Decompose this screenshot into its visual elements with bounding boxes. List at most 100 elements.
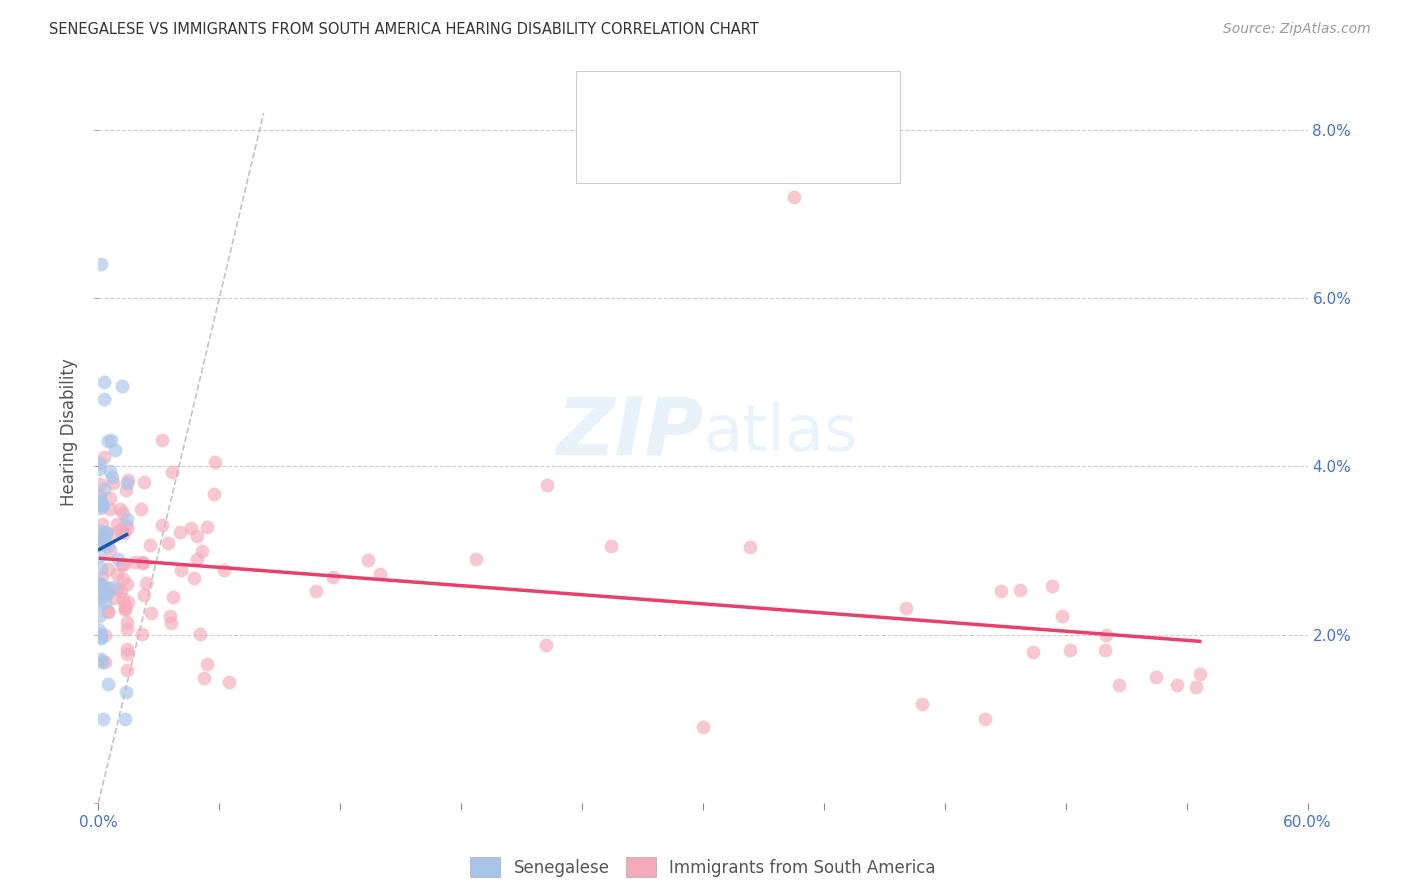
Point [90,529,112,543]
Point [90,494,112,508]
Point [89,456,111,470]
Point [94,655,117,669]
Point [97,605,120,619]
Point [101,580,124,594]
Point [129,502,152,516]
Point [94,526,117,541]
Point [93,375,115,389]
Point [103,591,125,605]
Point [896,600,918,615]
Point [131,555,153,569]
Point [134,588,156,602]
Point [89,587,111,601]
Point [115,577,138,591]
Point [91,537,114,551]
Point [90,516,112,531]
Point [111,558,134,573]
Point [90,257,112,271]
Point [138,538,160,552]
Point [1185,680,1208,694]
Text: 104: 104 [755,136,790,153]
Point [1166,678,1188,692]
Point [107,551,129,566]
Point [100,470,122,484]
Point [91,570,114,584]
Point [115,475,138,490]
Point [93,581,115,595]
Point [114,684,136,698]
Point [97,605,120,619]
Point [94,525,117,540]
Point [536,478,558,492]
Point [94,588,117,602]
Point [89,596,111,610]
Point [464,551,486,566]
Point [1050,609,1073,624]
Point [1040,579,1063,593]
Point [94,524,117,539]
Point [98,502,121,516]
Point [131,626,153,640]
Point [97,434,120,448]
Point [105,582,128,596]
Point [112,572,135,586]
Point [357,553,380,567]
Point [117,595,139,609]
Point [195,657,218,671]
Point [94,596,117,610]
Point [156,536,179,550]
Text: R =: R = [628,136,665,153]
Point [188,627,211,641]
Text: atlas: atlas [703,401,858,464]
Point [115,520,138,534]
Point [96,562,118,576]
Text: R =: R = [628,96,665,114]
Point [89,623,111,637]
Point [89,533,111,547]
Text: 52: 52 [752,96,782,114]
Point [1095,627,1118,641]
Point [183,571,205,585]
Point [218,674,240,689]
Point [89,576,111,591]
Point [114,602,136,616]
Point [202,487,225,501]
Point [738,540,761,554]
Point [90,631,112,645]
Point [1188,667,1211,681]
Point [111,378,134,392]
Point [114,712,136,726]
Point [534,638,557,652]
Point [974,712,997,726]
Point [91,712,114,726]
Point [115,615,138,630]
Point [1108,677,1130,691]
Point [96,586,118,600]
Point [115,483,138,498]
Point [170,563,193,577]
Point [100,464,122,478]
Point [89,524,111,539]
Point [1146,670,1168,684]
Point [197,520,219,534]
Y-axis label: Hearing Disability: Hearing Disability [60,359,79,507]
Point [783,190,806,204]
Point [305,584,328,599]
Point [89,549,111,563]
Point [191,543,214,558]
Point [105,516,128,531]
Text: N =: N = [714,136,762,153]
Point [114,518,136,533]
Point [89,627,111,641]
Point [134,475,156,490]
Point [93,533,115,547]
Point [94,628,117,642]
Point [97,581,120,595]
Point [98,543,121,558]
Point [115,663,138,677]
Point [110,584,132,599]
Point [911,697,934,711]
Point [114,602,136,616]
Text: Source: ZipAtlas.com: Source: ZipAtlas.com [1223,22,1371,37]
Point [104,442,127,457]
